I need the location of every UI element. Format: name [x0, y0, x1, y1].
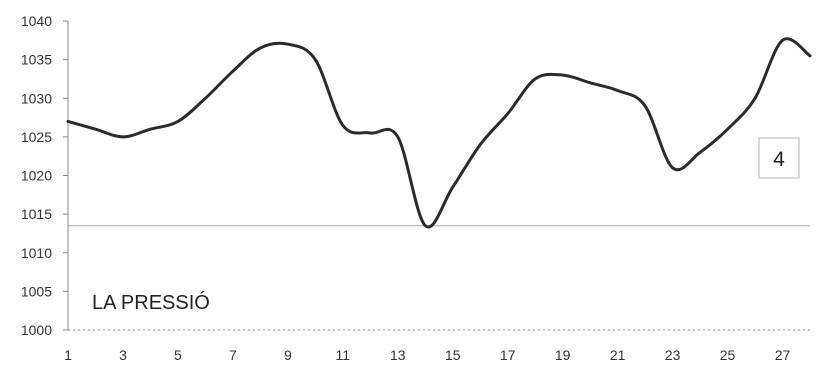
x-axis: 1 3 5 7 9 11 13 15 17 19 21 23 25 27 [64, 329, 810, 363]
x-tick-label: 21 [610, 347, 626, 363]
y-tick-label: 1005 [21, 283, 52, 299]
x-tick-label: 9 [284, 347, 292, 363]
x-tick-label: 7 [229, 347, 237, 363]
x-tick-label: 19 [555, 347, 571, 363]
x-tick-label: 27 [775, 347, 791, 363]
y-tick-label: 1000 [21, 322, 52, 338]
x-tick-label: 1 [64, 347, 72, 363]
y-tick-label: 1025 [21, 129, 52, 145]
x-tick-label: 25 [720, 347, 736, 363]
x-tick-label: 23 [665, 347, 681, 363]
chart-title: LA PRESSIÓ [92, 291, 210, 314]
pressure-series-line [66, 37, 812, 229]
y-tick-label: 1035 [21, 52, 52, 68]
x-tick-label: 13 [390, 347, 406, 363]
badge-box [758, 137, 800, 179]
chart-badge: 4 [758, 137, 800, 179]
x-tick-label: 17 [500, 347, 516, 363]
x-tick-label: 11 [336, 347, 351, 363]
x-tick-label: 3 [119, 347, 127, 363]
y-axis: 1000 1005 1010 1015 1020 1025 1030 1035 1040 [21, 13, 69, 338]
x-tick-label: 5 [174, 347, 182, 363]
badge-number: 4 [773, 148, 785, 171]
y-tick-label: 1020 [21, 168, 52, 184]
y-tick-label: 1015 [21, 206, 52, 222]
x-tick-label: 15 [445, 347, 461, 363]
y-tick-label: 1040 [21, 13, 52, 29]
y-tick-label: 1030 [21, 90, 52, 106]
y-tick-label: 1010 [21, 245, 52, 261]
